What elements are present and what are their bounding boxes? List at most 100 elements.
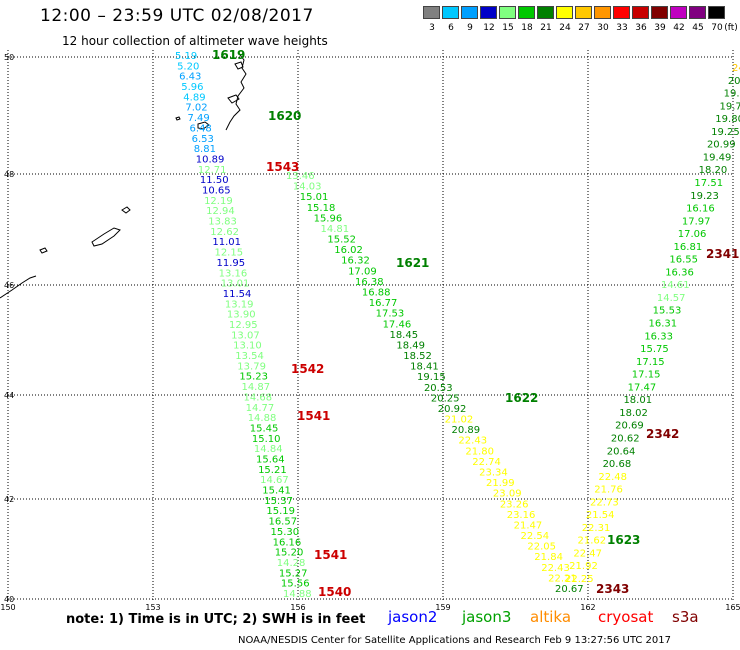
track-b-value: 20.53 xyxy=(424,383,453,394)
track-a-value: 15.27 xyxy=(279,568,308,579)
track-b-value: 17.46 xyxy=(383,319,412,330)
track-a-value: 13.19 xyxy=(225,299,254,310)
track-a-value: 11.50 xyxy=(200,175,229,186)
track-c-value: 19.80 xyxy=(715,114,740,125)
track-a-value: 13.79 xyxy=(237,361,266,372)
track-a-value: 15.10 xyxy=(252,434,281,445)
track-c-value: 20.99 xyxy=(707,140,736,151)
track-b-value: 15.96 xyxy=(314,213,343,224)
track-b-value: 16.02 xyxy=(334,245,363,256)
pass-label: 1622 xyxy=(505,391,538,405)
pass-label: 1543 xyxy=(266,160,299,174)
track-c-value: 18.01 xyxy=(623,395,652,406)
lon-tick: 153 xyxy=(145,603,160,612)
lon-tick: 150 xyxy=(0,603,15,612)
track-c-value: 22.25 xyxy=(565,574,594,585)
track-c-value: 20 xyxy=(728,76,740,87)
track-b-value: 17.09 xyxy=(348,266,377,277)
track-c-value: 16.36 xyxy=(665,267,694,278)
lon-tick: 159 xyxy=(435,603,450,612)
track-c-value: 17.47 xyxy=(628,382,657,393)
scale-swatch xyxy=(423,6,440,19)
track-b-value: 22.74 xyxy=(472,457,501,468)
track-a-value: 13.54 xyxy=(235,351,264,362)
scale-label: 39 xyxy=(654,23,666,33)
track-c-value: 22.31 xyxy=(582,523,611,534)
map-subtitle: 12 hour collection of altimeter wave hei… xyxy=(62,34,328,48)
track-c-value: 20.69 xyxy=(615,421,644,432)
track-a-value: 11.95 xyxy=(217,258,246,269)
track-a-value: 7.49 xyxy=(187,113,209,124)
track-b-value: 21.80 xyxy=(465,446,494,457)
scale-label: 18 xyxy=(521,23,533,33)
scale-swatch xyxy=(708,6,725,19)
scale-label: 27 xyxy=(578,23,590,33)
lat-tick: 50 xyxy=(4,53,14,62)
track-b-value: 23.09 xyxy=(493,489,522,500)
track-a-value: 14.77 xyxy=(246,403,275,414)
track-c-value: 20.68 xyxy=(603,459,632,470)
island-3 xyxy=(197,121,210,130)
track-c-value: 21.92 xyxy=(569,561,598,572)
track-c-value: 14.61 xyxy=(661,280,690,291)
track-a-value: 15.23 xyxy=(239,372,268,383)
track-c-value: 24 xyxy=(732,63,740,74)
map-grid: 150 153 156 159 162 165 50 48 46 44 42 40 xyxy=(0,50,740,612)
track-a-value: 8.81 xyxy=(194,144,216,155)
track-a-value: 13.01 xyxy=(221,279,250,290)
track-a-value: 5.96 xyxy=(181,82,203,93)
track-c-value: 19.49 xyxy=(703,152,732,163)
scale-label: 30 xyxy=(597,23,609,33)
track-a-value: 13.16 xyxy=(219,268,248,279)
scale-swatch xyxy=(556,6,573,19)
track-a-value: 12.15 xyxy=(214,248,243,259)
track-b-value: 22.54 xyxy=(521,531,550,542)
track-b-value: 17.53 xyxy=(376,309,405,320)
track-a-value: 12.62 xyxy=(210,227,239,238)
track-a-value: 14.67 xyxy=(260,475,289,486)
track-a-value: 13.10 xyxy=(233,341,262,352)
track-c-value: 16.33 xyxy=(644,331,673,342)
track-c-value: 19.23 xyxy=(690,191,719,202)
scale-swatch xyxy=(670,6,687,19)
island-1 xyxy=(234,61,244,70)
pass-label: 1540 xyxy=(318,585,351,599)
track-a-value: 11.01 xyxy=(212,237,241,248)
track-b-value: 13.46 xyxy=(286,171,315,182)
track-b-value: 20.92 xyxy=(438,404,467,415)
track-b-value: 19.15 xyxy=(417,372,446,383)
scale-label: 12 xyxy=(483,23,495,33)
track-c-value: 15.53 xyxy=(653,306,682,317)
legend-s3a: s3a xyxy=(672,608,699,626)
track-b-value: 23.26 xyxy=(500,499,529,510)
note-text: note: 1) Time is in UTC; 2) SWH is in fe… xyxy=(66,612,366,627)
track-a-value: 15.21 xyxy=(258,465,287,476)
track-c-value: 17.15 xyxy=(636,357,665,368)
track-c-value: 17.97 xyxy=(682,216,711,227)
track-b-value: 21.47 xyxy=(514,520,543,531)
lat-tick: 48 xyxy=(4,170,14,179)
pass-label: 2341 xyxy=(706,247,739,261)
track-b-value: 20.25 xyxy=(431,393,460,404)
track-a-value: 6.48 xyxy=(190,123,212,134)
track-a-value: 13.07 xyxy=(231,330,260,341)
track-c-value: 20.62 xyxy=(611,433,640,444)
track-b-value: 23.34 xyxy=(479,468,508,479)
track-a-value: 5.20 xyxy=(177,61,199,72)
track-a-value: 15.56 xyxy=(281,579,310,590)
scale-label: 3 xyxy=(429,23,435,33)
lat-tick: 42 xyxy=(4,495,14,504)
scale-label: 42 xyxy=(673,23,685,33)
pass-label: 1623 xyxy=(607,533,640,547)
scale-swatch xyxy=(632,6,649,19)
track-c-value: 21.76 xyxy=(594,485,623,496)
track-a-value: 12.19 xyxy=(204,196,233,207)
scale-label: 70 xyxy=(711,23,723,33)
track-b-value: 16.38 xyxy=(355,277,384,288)
track-a-value: 12.94 xyxy=(206,206,235,217)
track-a-value: 7.02 xyxy=(185,103,207,114)
scale-swatch xyxy=(651,6,668,19)
track-b-value: 18.49 xyxy=(396,340,425,351)
track-b-value: 22.05 xyxy=(527,542,556,553)
track-c-value: 14.57 xyxy=(657,293,686,304)
